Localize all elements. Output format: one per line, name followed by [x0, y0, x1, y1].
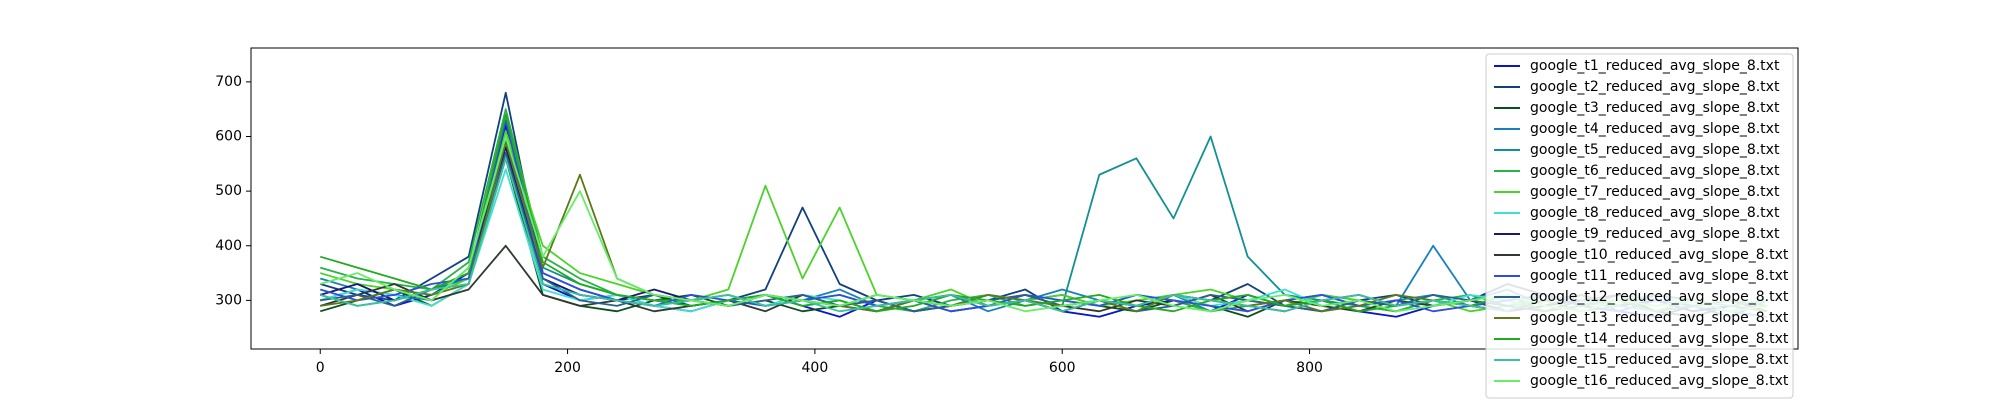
y-tick-label: 500 — [215, 183, 242, 199]
legend-label: google_t6_reduced_avg_slope_8.txt — [1530, 163, 1780, 179]
legend-label: google_t8_reduced_avg_slope_8.txt — [1530, 205, 1780, 221]
legend-label: google_t3_reduced_avg_slope_8.txt — [1530, 100, 1780, 116]
x-tick-label: 800 — [1296, 360, 1323, 376]
legend-label: google_t9_reduced_avg_slope_8.txt — [1530, 226, 1780, 242]
y-tick-label: 600 — [215, 128, 242, 144]
legend-label: google_t5_reduced_avg_slope_8.txt — [1530, 142, 1780, 158]
y-tick-label: 700 — [215, 74, 242, 90]
legend-label: google_t10_reduced_avg_slope_8.txt — [1530, 247, 1789, 263]
legend-label: google_t11_reduced_avg_slope_8.txt — [1530, 268, 1789, 284]
legend-label: google_t13_reduced_avg_slope_8.txt — [1530, 310, 1789, 326]
x-tick-label: 0 — [316, 360, 325, 376]
x-tick-label: 400 — [802, 360, 829, 376]
legend-label: google_t16_reduced_avg_slope_8.txt — [1530, 373, 1789, 389]
legend-label: google_t12_reduced_avg_slope_8.txt — [1530, 289, 1789, 305]
x-tick-label: 600 — [1049, 360, 1076, 376]
y-tick-label: 300 — [215, 292, 242, 308]
x-tick-label: 200 — [554, 360, 581, 376]
legend-box — [1485, 53, 1794, 399]
legend: google_t1_reduced_avg_slope_8.txt google_… — [1485, 53, 1794, 399]
y-tick-label: 400 — [215, 238, 242, 254]
legend-label: google_t1_reduced_avg_slope_8.txt — [1530, 58, 1780, 74]
legend-label: google_t2_reduced_avg_slope_8.txt — [1530, 79, 1780, 95]
legend-label: google_t7_reduced_avg_slope_8.txt — [1530, 184, 1780, 200]
axes-frame — [250, 47, 1799, 350]
legend-label: google_t15_reduced_avg_slope_8.txt — [1530, 352, 1789, 368]
legend-label: google_t14_reduced_avg_slope_8.txt — [1530, 331, 1789, 347]
legend-label: google_t4_reduced_avg_slope_8.txt — [1530, 121, 1780, 137]
